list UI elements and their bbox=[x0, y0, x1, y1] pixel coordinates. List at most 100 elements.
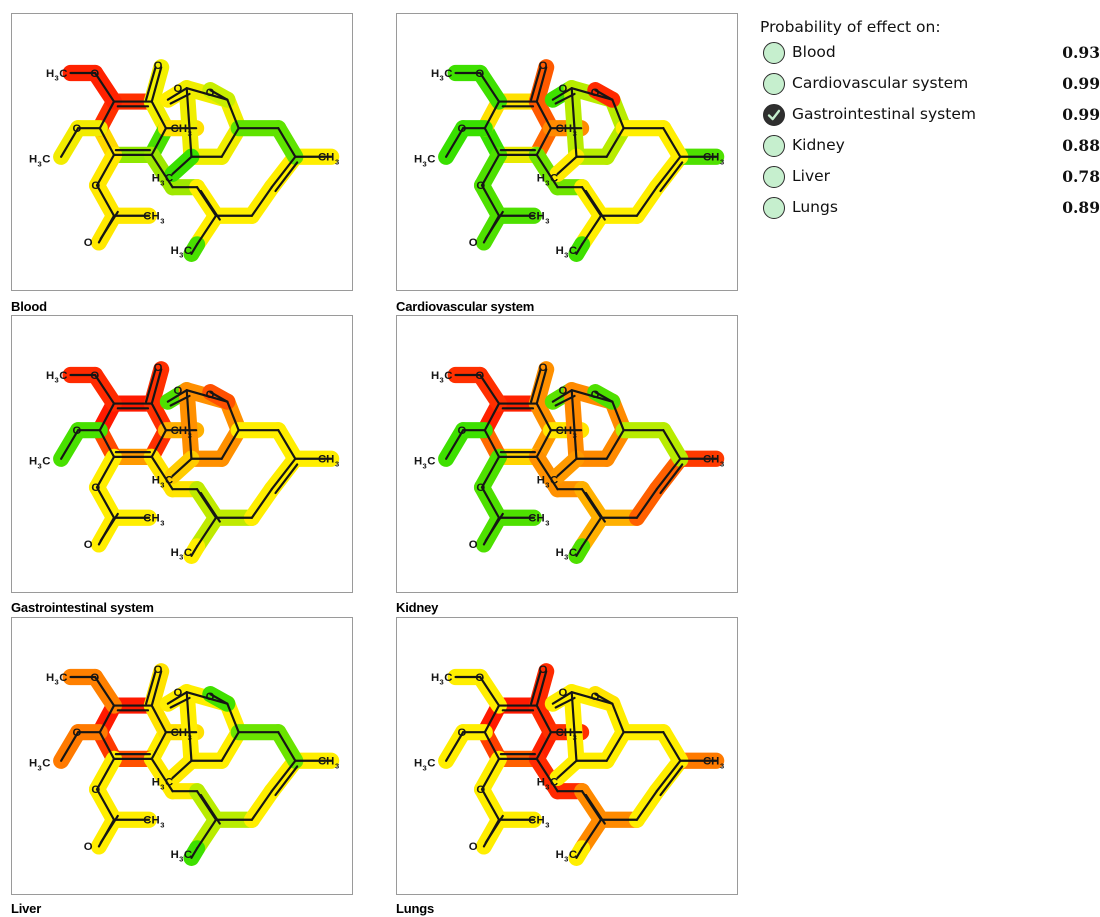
atom-label-oxygen: O bbox=[154, 362, 163, 374]
bond bbox=[277, 429, 297, 460]
atom-subscript: 3 bbox=[440, 376, 444, 385]
atom-label-methyl-acetyl: CH bbox=[143, 815, 159, 827]
bond bbox=[166, 691, 188, 705]
caption-cardiovascular: Cardiovascular system bbox=[396, 299, 535, 314]
double-bond bbox=[99, 210, 119, 240]
legend-value: 0.93 bbox=[1062, 43, 1100, 62]
bond bbox=[655, 457, 682, 491]
atom-label-methyl-chain-right: CH bbox=[318, 152, 334, 164]
bond bbox=[185, 389, 229, 403]
bond bbox=[570, 87, 614, 101]
legend-value: 0.99 bbox=[1062, 74, 1100, 93]
radio-button-blood[interactable] bbox=[763, 42, 785, 64]
atom-label-methyl-ring: CH bbox=[556, 425, 572, 437]
atom-label-methyl-lactone: H bbox=[152, 172, 160, 184]
heat-overlay bbox=[438, 59, 725, 262]
bond bbox=[270, 155, 297, 189]
atom-subscript: 3 bbox=[38, 763, 42, 772]
atom-subscript: 3 bbox=[160, 518, 164, 527]
radio-button-lungs[interactable] bbox=[763, 197, 785, 219]
legend-row-blood[interactable]: Blood 0.93 bbox=[760, 40, 1100, 71]
double-bond bbox=[554, 696, 576, 709]
atom-label-oxygen: O bbox=[539, 362, 548, 374]
heatmap-panel-lungs: H 3 C O O O H 3 C O CH 3 O CH 3 O O H 3 C CH 3 H 3 C bbox=[396, 617, 738, 895]
bond bbox=[480, 486, 501, 519]
atom-label-oxygen: O bbox=[90, 68, 99, 80]
radio-button-cardiovascular[interactable] bbox=[763, 73, 785, 95]
bond bbox=[185, 691, 229, 705]
bond bbox=[635, 790, 658, 821]
legend-row-cardiovascular[interactable]: Cardiovascular system 0.99 bbox=[760, 71, 1100, 102]
bond bbox=[611, 98, 625, 130]
legend-row-liver[interactable]: Liver 0.78 bbox=[760, 164, 1100, 195]
legend-value: 0.78 bbox=[1062, 167, 1100, 186]
heatmap-panel-gastrointestinal: H 3 C O O O H 3 C O CH 3 O CH 3 O O H 3 C CH 3 H 3 C bbox=[11, 315, 353, 593]
atom-subscript: 3 bbox=[573, 129, 577, 138]
bond bbox=[605, 429, 625, 460]
bond bbox=[556, 457, 578, 477]
bond bbox=[95, 455, 116, 489]
atom-label-oxygen: O bbox=[84, 841, 93, 853]
radio-button-gastrointestinal[interactable] bbox=[763, 104, 785, 126]
atom-label-methyl-left-top: H bbox=[431, 370, 439, 382]
atom-subscript: 3 bbox=[423, 461, 427, 470]
bond bbox=[185, 87, 229, 101]
atom-label-methyl-left-top: H bbox=[431, 68, 439, 80]
atom-subscript: 3 bbox=[188, 431, 192, 440]
bond bbox=[575, 243, 584, 255]
bond bbox=[150, 66, 163, 103]
radio-button-kidney[interactable] bbox=[763, 135, 785, 157]
atom-subscript: 3 bbox=[179, 553, 183, 562]
bond bbox=[150, 429, 168, 458]
atom-subscript: 3 bbox=[188, 733, 192, 742]
bond bbox=[445, 429, 465, 460]
atom-label-carbon: C bbox=[42, 757, 50, 769]
atom-label-methyl-chain-right: CH bbox=[703, 454, 719, 466]
bond bbox=[250, 186, 273, 217]
atom-label-oxygen: O bbox=[475, 672, 484, 684]
bond bbox=[483, 402, 501, 432]
atom-subscript: 3 bbox=[160, 480, 164, 489]
atom-label-methyl-left-top: H bbox=[46, 672, 54, 684]
heatmap-panel-cardiovascular: H 3 C O O O H 3 C O CH 3 O CH 3 O O H 3 C CH 3 H 3 C bbox=[396, 13, 738, 291]
bond bbox=[190, 847, 199, 859]
atom-label-methyl-ring: CH bbox=[171, 123, 187, 135]
legend-label: Blood bbox=[792, 43, 836, 61]
legend-label: Lungs bbox=[792, 198, 838, 216]
bond bbox=[60, 731, 80, 762]
atom-label-methyl-lactone: H bbox=[537, 776, 545, 788]
atom-label-carbon: C bbox=[444, 370, 452, 382]
double-bond bbox=[199, 189, 221, 221]
atom-subscript: 3 bbox=[38, 461, 42, 470]
atom-label-oxygen: O bbox=[174, 385, 183, 397]
atom-label-carbon: C bbox=[165, 776, 173, 788]
atom-subscript: 3 bbox=[423, 159, 427, 168]
bond bbox=[551, 389, 573, 403]
double-bond bbox=[659, 161, 684, 193]
atom-label-methyl-left-top: H bbox=[431, 672, 439, 684]
atom-label-oxygen: O bbox=[84, 237, 93, 249]
legend-row-gastrointestinal[interactable]: Gastrointestinal system 0.99 bbox=[760, 102, 1100, 133]
legend-row-kidney[interactable]: Kidney 0.88 bbox=[760, 133, 1100, 164]
atom-label-oxygen: O bbox=[559, 83, 568, 95]
double-bond bbox=[584, 491, 606, 523]
bond bbox=[220, 429, 240, 460]
bond bbox=[95, 757, 116, 791]
radio-button-liver[interactable] bbox=[763, 166, 785, 188]
bond bbox=[535, 153, 559, 189]
legend-row-lungs[interactable]: Lungs 0.89 bbox=[760, 195, 1100, 226]
legend-value: 0.89 bbox=[1062, 198, 1100, 217]
bond bbox=[594, 391, 614, 403]
heat-overlay bbox=[53, 59, 340, 262]
double-bond bbox=[584, 189, 606, 221]
bond-lines bbox=[445, 66, 718, 255]
bond bbox=[95, 788, 116, 821]
bond bbox=[196, 516, 218, 548]
atom-label-methyl-chain-bottom: H bbox=[171, 849, 179, 861]
double-bond bbox=[274, 463, 299, 495]
atom-subscript: 3 bbox=[160, 216, 164, 225]
